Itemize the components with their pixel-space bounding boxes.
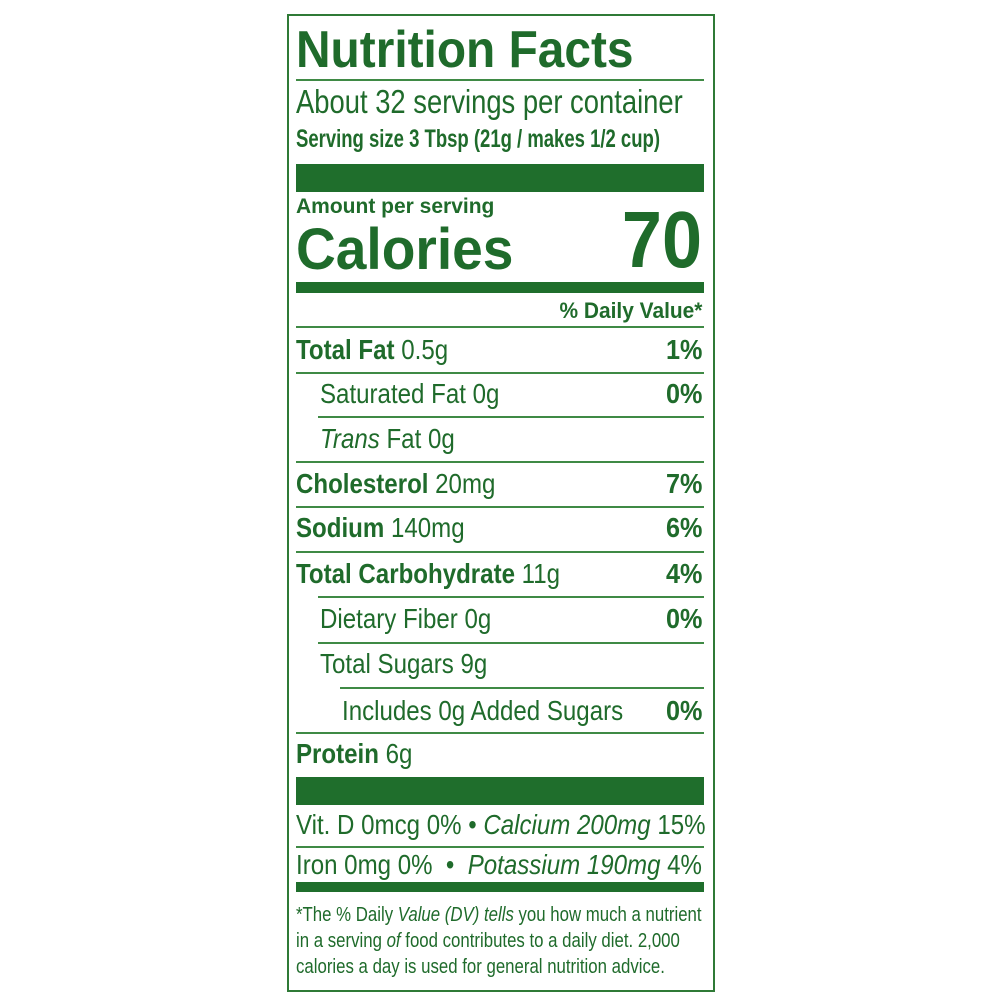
nutrient-dv: 0% xyxy=(665,695,702,726)
vitamin-d: Vit. D 0mcg 0% xyxy=(296,809,462,840)
bullet-separator: • xyxy=(468,809,477,840)
footnote-line-2: in a serving of food contributes to a da… xyxy=(296,928,702,954)
calcium-dv: 15% xyxy=(657,809,706,840)
footnote-text: Value (DV) tells xyxy=(397,904,514,926)
nutrient-dv: 0% xyxy=(665,378,702,409)
nutrient-name-rest: Fat xyxy=(386,423,422,454)
nutrient-name: Cholesterol xyxy=(296,468,429,499)
serving-size: Serving size 3 Tbsp (21g / makes 1/2 cup… xyxy=(296,125,660,153)
nutrient-amount: 0g xyxy=(427,423,455,454)
nutrient-row-added-sugars: Includes 0g Added Sugars xyxy=(342,694,623,728)
potassium-dv: 4% xyxy=(667,849,702,880)
divider xyxy=(340,687,704,689)
nutrient-row-trans-fat: Trans Fat 0g xyxy=(320,422,455,456)
nutrient-row-cholesterol: Cholesterol 20mg xyxy=(296,467,495,501)
footnote: *The % Daily Value (DV) tells you how mu… xyxy=(296,902,702,980)
nutrient-row-protein: Protein 6g xyxy=(296,737,412,771)
nutrient-name: Total Sugars xyxy=(320,648,454,679)
divider xyxy=(296,732,704,734)
divider xyxy=(296,79,704,81)
nutrient-row-saturated-fat: Saturated Fat 0g xyxy=(320,377,499,411)
nutrient-dv: 1% xyxy=(665,334,702,365)
calcium: Calcium 200mg xyxy=(483,809,651,840)
servings-per-container: About 32 servings per container xyxy=(296,83,683,120)
nutrient-amount: 0.5g xyxy=(401,334,449,365)
nutrient-name: Saturated Fat xyxy=(320,378,466,409)
nutrient-row-total-fat: Total Fat 0.5g xyxy=(296,333,448,367)
calories-value: 70 xyxy=(621,195,702,284)
nutrient-name: Total Fat xyxy=(296,334,395,365)
nutrient-row-total-sugars: Total Sugars 9g xyxy=(320,647,487,681)
nutrition-label-border xyxy=(287,14,715,992)
nutrient-name: Dietary Fiber xyxy=(320,603,458,634)
divider xyxy=(296,551,704,553)
divider xyxy=(318,596,704,598)
amount-per-serving: Amount per serving xyxy=(296,195,495,218)
nutrient-dv: 0% xyxy=(665,603,702,634)
bullet-separator: • xyxy=(445,849,455,880)
divider xyxy=(318,642,704,644)
footnote-line-3: calories a day is used for general nutri… xyxy=(296,956,665,978)
footnote-text: *The % Daily xyxy=(296,904,398,926)
nutrient-amount: 20mg xyxy=(435,468,496,499)
nutrient-dv: 6% xyxy=(665,512,702,543)
nutrient-amount: 0g xyxy=(472,378,500,409)
calories-label: Calories xyxy=(296,217,514,282)
thick-divider xyxy=(296,777,704,805)
iron: Iron 0mg 0% xyxy=(296,849,433,880)
nutrient-name: Sodium xyxy=(296,512,385,543)
divider xyxy=(296,326,704,328)
nutrient-amount: 0g xyxy=(464,603,492,634)
nutrient-amount: 9g xyxy=(460,648,488,679)
nutrient-amount: 6g xyxy=(385,738,413,769)
footnote-text: food contributes to a daily diet. 2,000 xyxy=(400,930,680,952)
divider xyxy=(296,506,704,508)
divider xyxy=(296,846,704,848)
footnote-text: in a serving xyxy=(296,930,387,952)
footnote-line-1: *The % Daily Value (DV) tells you how mu… xyxy=(296,902,702,928)
footnote-text: you how much a nutrient xyxy=(513,904,702,926)
nutrient-name: Protein xyxy=(296,738,379,769)
nutrient-dv: 4% xyxy=(665,558,702,589)
daily-value-header: % Daily Value* xyxy=(559,298,702,323)
footnote-text: of xyxy=(386,930,401,952)
nutrient-dv: 7% xyxy=(665,468,702,499)
nutrient-row-total-carbohydrate: Total Carbohydrate 11g xyxy=(296,557,560,591)
nutrient-name: Includes 0g Added Sugars xyxy=(342,695,624,726)
nutrient-amount: 11g xyxy=(521,558,561,589)
medium-divider xyxy=(296,882,704,892)
nutrient-name: Total Carbohydrate xyxy=(296,558,515,589)
nutrient-row-dietary-fiber: Dietary Fiber 0g xyxy=(320,602,491,636)
nutrient-amount: 140mg xyxy=(390,512,465,543)
divider xyxy=(296,461,704,463)
nutrient-row-sodium: Sodium 140mg xyxy=(296,511,465,545)
potassium: Potassium 190mg xyxy=(467,849,661,880)
divider xyxy=(296,372,704,374)
vitamin-row-1: Vit. D 0mcg 0% • Calcium 200mg 15% xyxy=(296,808,706,842)
divider xyxy=(318,416,704,418)
vitamin-row-2: Iron 0mg 0% • Potassium 190mg 4% xyxy=(296,848,702,882)
label-title: Nutrition Facts xyxy=(296,21,634,79)
medium-divider xyxy=(296,282,704,293)
thick-divider xyxy=(296,164,704,192)
nutrient-name: Trans xyxy=(320,423,380,454)
